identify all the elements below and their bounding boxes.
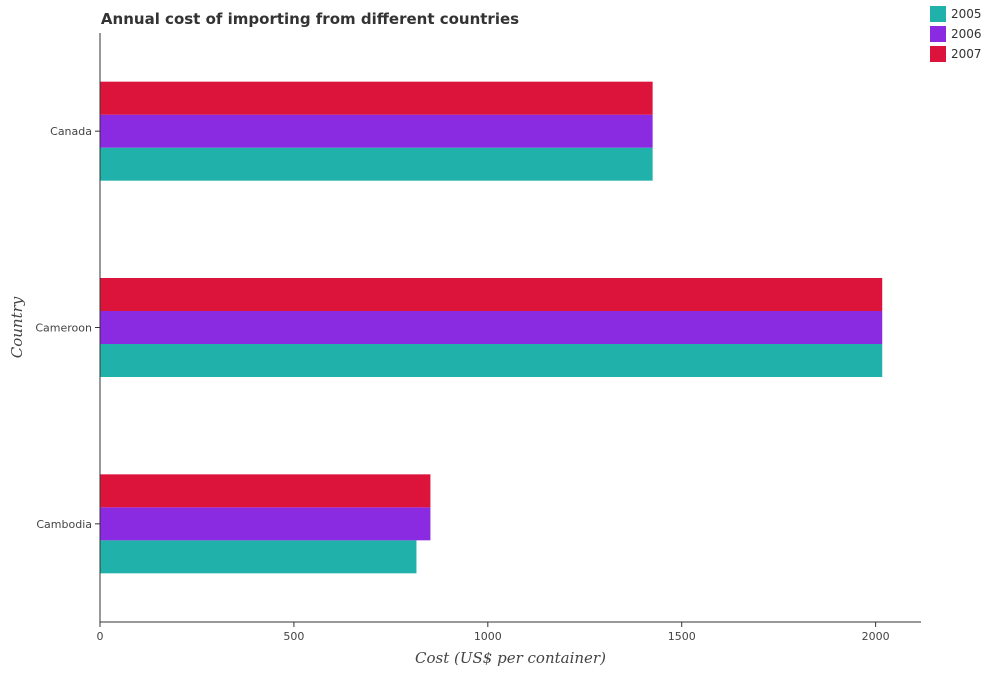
x-tick-label: 2000 [862,630,890,643]
y-axis-label: Country [8,296,26,358]
legend-swatch-2006 [930,26,946,42]
bar-cambodia-2006 [100,507,431,541]
bar-canada-2006 [100,114,653,148]
y-tick-label-canada: Canada [50,125,92,138]
chart-title: Annual cost of importing from different … [101,10,519,28]
bar-cambodia-2005 [100,540,417,574]
legend-swatch-2007 [930,46,946,62]
y-tick-label-cameroon: Cameroon [35,322,92,335]
bar-cameroon-2006 [100,311,883,344]
y-tick-label-cambodia: Cambodia [36,518,92,531]
bar-canada-2005 [100,147,653,181]
legend-label-2007: 2007 [951,47,982,61]
x-axis-label: Cost (US$ per container) [415,649,606,667]
legend-label-2006: 2006 [951,27,982,41]
bars-layer [100,81,883,574]
bar-canada-2007 [100,81,653,115]
legend-swatch-2005 [930,6,946,22]
x-tick-label: 1500 [668,630,696,643]
x-tick-label: 500 [283,630,304,643]
bar-cambodia-2007 [100,474,431,508]
y-axis-ticks: Cambodia Cameroon Canada [35,125,100,531]
bar-cameroon-2007 [100,278,883,311]
legend: 2005 2006 2007 [930,6,982,62]
bar-cameroon-2005 [100,344,883,377]
x-tick-label: 1000 [474,630,502,643]
x-axis-ticks: 0 500 1000 1500 2000 [97,622,890,643]
legend-label-2005: 2005 [951,7,982,21]
x-tick-label: 0 [97,630,104,643]
